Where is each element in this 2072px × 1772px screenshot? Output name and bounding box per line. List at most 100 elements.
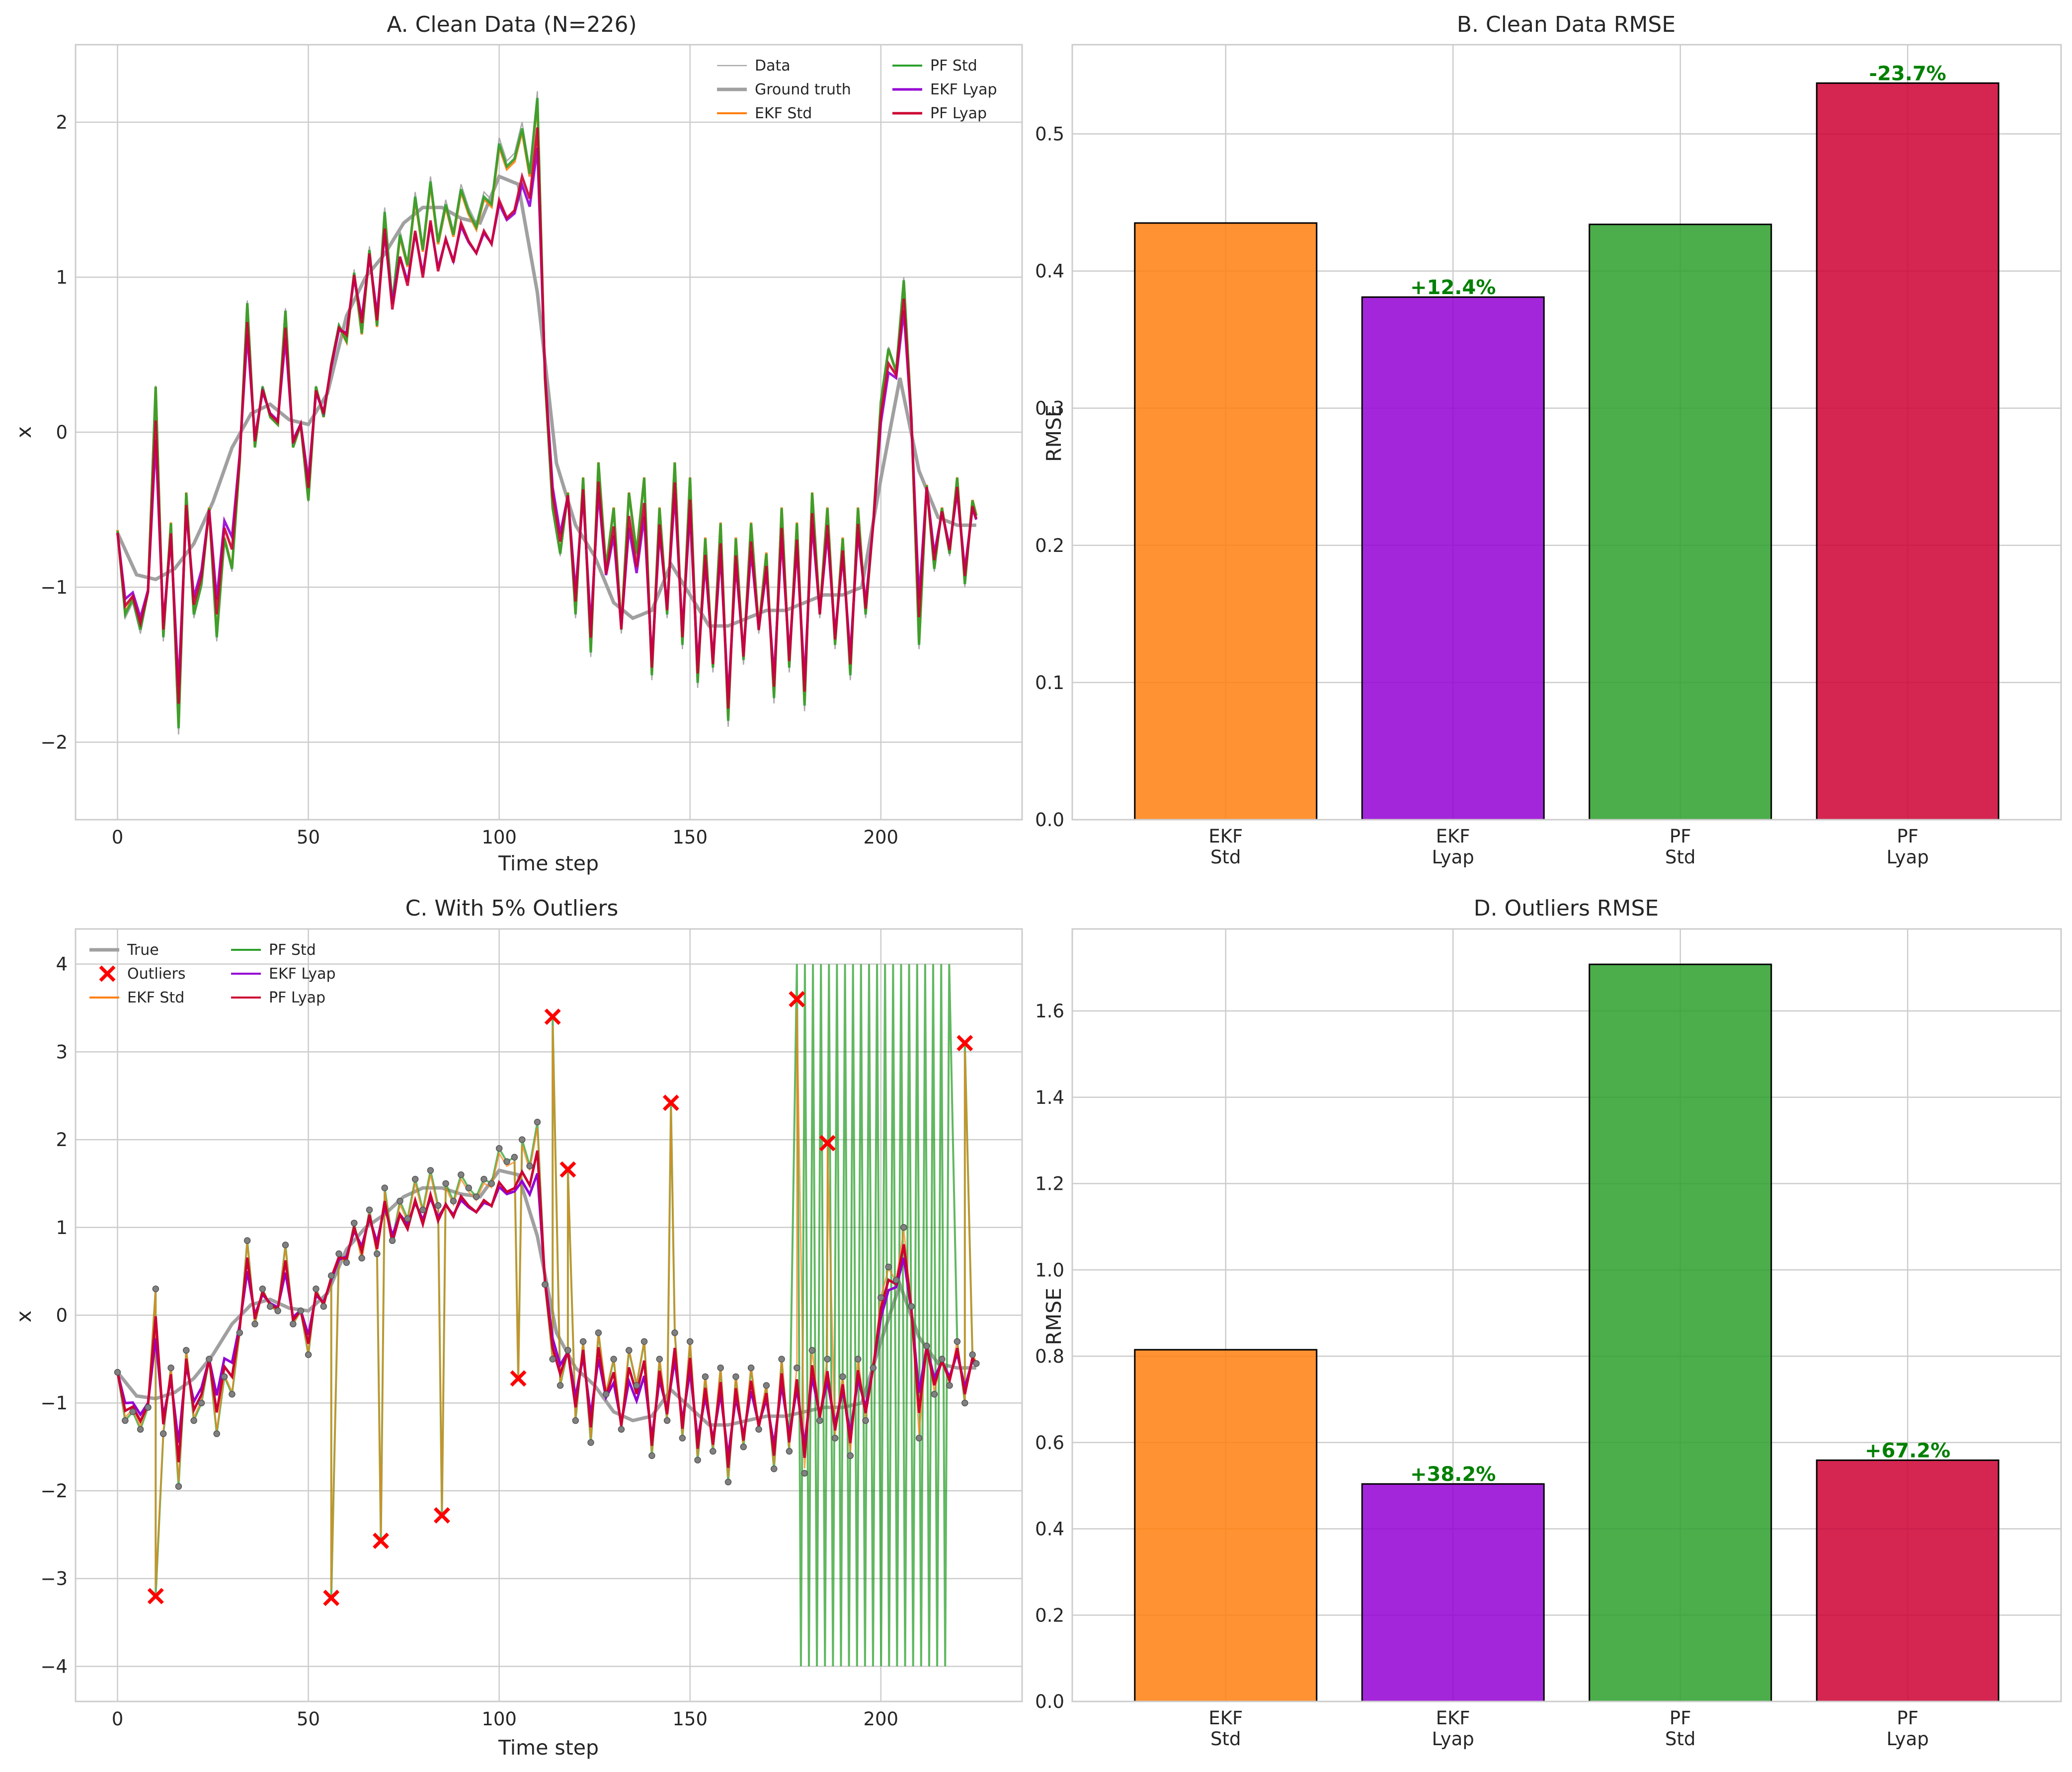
panel-outlier-series: C. With 5% Outliers 0 50 100 150 200 −4 −3 −2 −1…: [12, 896, 1023, 1760]
observation-point: [557, 1382, 564, 1389]
observation-point: [358, 1254, 365, 1262]
observation-point: [419, 1206, 426, 1214]
x-tick-label: Std: [1665, 1728, 1695, 1750]
observation-point: [816, 1417, 823, 1424]
observation-point: [198, 1399, 205, 1406]
y-tick-label: 1.2: [1035, 1173, 1064, 1195]
panel-a-ylabel: x: [12, 426, 36, 438]
outlier-marker: [662, 1094, 679, 1111]
observation-point: [450, 1198, 457, 1205]
panel-c-ylabel: x: [12, 1310, 36, 1322]
observation-point: [877, 1294, 884, 1301]
outlier-marker: [956, 1035, 973, 1052]
observation-point: [549, 1356, 556, 1363]
outlier-marker: [323, 1590, 340, 1606]
bar-pf-std: [1589, 224, 1772, 821]
observation-point: [663, 1417, 671, 1424]
observation-point: [969, 1351, 976, 1358]
x-tick-label: 100: [481, 827, 517, 848]
observation-point: [626, 1347, 633, 1354]
x-tick-label: Lyap: [1887, 847, 1929, 868]
panel-a-title: A. Clean Data (N=226): [387, 12, 637, 37]
panel-c-xlabel: Time step: [498, 1736, 599, 1760]
observation-point: [854, 1356, 862, 1363]
panel-c-title: C. With 5% Outliers: [405, 896, 619, 921]
observation-point: [640, 1338, 648, 1345]
legend-label: PF Lyap: [269, 989, 325, 1006]
y-tick-label: −2: [40, 732, 68, 753]
x-tick-label: EKF: [1208, 826, 1243, 847]
outlier-marker: [147, 1588, 164, 1605]
observation-point: [236, 1329, 243, 1336]
y-tick-label: −4: [40, 1656, 68, 1677]
observation-point: [327, 1272, 335, 1279]
observation-point: [831, 1435, 839, 1442]
observation-point: [290, 1320, 297, 1327]
observation-point: [434, 1202, 442, 1209]
y-tick-label: 0.2: [1035, 1605, 1064, 1626]
y-tick-label: 1.4: [1035, 1087, 1064, 1108]
observation-point: [526, 1162, 533, 1169]
observation-point: [350, 1220, 358, 1227]
observation-point: [114, 1369, 121, 1376]
observation-point: [973, 1360, 980, 1367]
x-tick-label: PF: [1670, 1707, 1691, 1729]
legend-label: PF Std: [269, 941, 316, 959]
observation-point: [595, 1329, 602, 1336]
observation-point: [427, 1167, 434, 1174]
observation-point: [954, 1338, 961, 1345]
observation-point: [770, 1465, 778, 1472]
panel-b-ylabel: RMSE: [1042, 404, 1066, 462]
outlier-marker: [373, 1533, 389, 1549]
x-tick-label: Lyap: [1887, 1728, 1929, 1750]
legend-label: Outliers: [127, 965, 185, 983]
observation-point: [267, 1303, 274, 1310]
y-tick-label: −2: [40, 1480, 68, 1502]
observation-point: [961, 1399, 968, 1406]
panel-a-xlabel: Time step: [498, 851, 599, 875]
y-tick-label: 1: [56, 1217, 68, 1238]
x-tick-label: PF: [1897, 826, 1918, 847]
observation-point: [335, 1250, 342, 1257]
observation-point: [587, 1439, 594, 1446]
observation-point: [206, 1356, 213, 1363]
observation-point: [137, 1426, 144, 1433]
observation-point: [801, 1469, 808, 1477]
observation-point: [648, 1452, 655, 1459]
y-tick-label: 0: [56, 1305, 68, 1326]
observation-point: [870, 1364, 877, 1372]
outlier-marker: [544, 1008, 561, 1025]
observation-point: [572, 1417, 579, 1424]
x-tick-label: 150: [672, 1708, 708, 1730]
observation-point: [343, 1259, 350, 1266]
observation-point: [495, 1145, 503, 1152]
outlier-marker: [559, 1161, 576, 1178]
series-line-pf-lyap: [116, 1150, 977, 1468]
x-tick-label: Std: [1665, 847, 1695, 868]
x-tick-label: 0: [112, 827, 124, 848]
bar-pf-lyap: [1816, 82, 1999, 821]
x-tick-label: 200: [863, 1708, 898, 1730]
observation-point: [923, 1342, 930, 1350]
observation-point: [458, 1171, 465, 1178]
outlier-marker: [789, 991, 805, 1007]
x-tick-label: EKF: [1208, 1707, 1243, 1729]
panel-clean-data-series: A. Clean Data (N=226) 0 50 100 150 200 −2 −1 0 1…: [12, 12, 1023, 875]
observation-point: [717, 1364, 724, 1372]
y-tick-label: 0.2: [1035, 535, 1064, 556]
observation-point: [839, 1373, 846, 1380]
legend-label: EKF Lyap: [269, 965, 336, 983]
observation-point: [175, 1483, 182, 1490]
observation-point: [518, 1136, 526, 1143]
y-tick-label: 2: [56, 112, 68, 133]
x-tick-label: Lyap: [1432, 1728, 1474, 1750]
x-tick-label: Std: [1210, 1728, 1241, 1750]
panel-d-ylabel: RMSE: [1042, 1288, 1066, 1345]
observation-point: [229, 1390, 236, 1398]
observation-point: [145, 1404, 152, 1411]
observation-point: [297, 1307, 304, 1314]
observation-point: [763, 1382, 770, 1389]
observation-point: [442, 1180, 449, 1187]
legend-label: Data: [755, 57, 791, 75]
